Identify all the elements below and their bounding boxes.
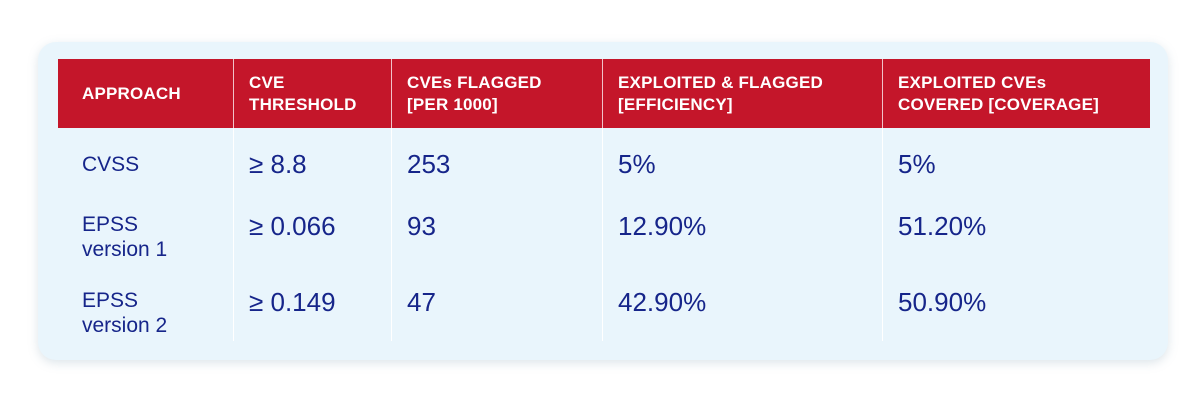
cell-approach: CVSS — [82, 153, 140, 176]
cell-efficiency: 5% — [602, 128, 882, 196]
table-body: CVSS ≥ 8.8 253 5% 5% EPSS version 1 ≥ 0.… — [58, 128, 1150, 341]
header-cves-flagged: CVEs FLAGGED [PER 1000] — [391, 59, 602, 128]
header-approach: APPROACH — [82, 83, 181, 103]
cell-threshold: ≥ 0.149 — [233, 273, 391, 341]
table-header-row: APPROACH CVE THRESHOLD CVEs FLAGGED [PER… — [58, 59, 1150, 128]
cell-coverage: 51.20% — [882, 196, 1150, 273]
header-cve-threshold: CVE THRESHOLD — [233, 59, 391, 128]
cell-approach: EPSS version 1 — [82, 213, 168, 261]
comparison-table: APPROACH CVE THRESHOLD CVEs FLAGGED [PER… — [58, 59, 1150, 341]
cell-efficiency: 12.90% — [602, 196, 882, 273]
cell-threshold: ≥ 8.8 — [233, 128, 391, 196]
header-exploited-flagged: EXPLOITED & FLAGGED [EFFICIENCY] — [602, 59, 882, 128]
cell-coverage: 50.90% — [882, 273, 1150, 341]
cell-threshold: ≥ 0.066 — [233, 196, 391, 273]
cell-flagged: 253 — [391, 128, 602, 196]
cell-flagged: 93 — [391, 196, 602, 273]
cell-coverage: 5% — [882, 128, 1150, 196]
header-exploited-covered: EXPLOITED CVEs COVERED [COVERAGE] — [882, 59, 1150, 128]
cell-approach: EPSS version 2 — [82, 289, 168, 337]
cell-flagged: 47 — [391, 273, 602, 341]
cell-efficiency: 42.90% — [602, 273, 882, 341]
